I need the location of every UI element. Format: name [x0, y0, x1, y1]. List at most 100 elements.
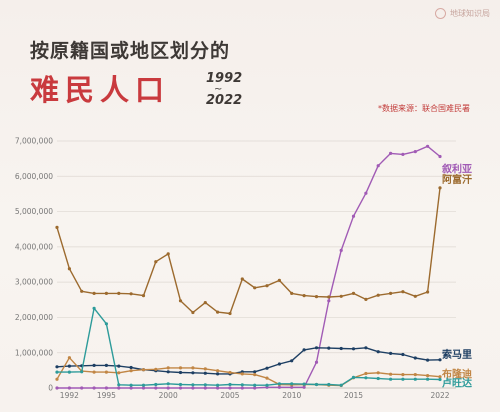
data-point	[364, 376, 368, 380]
data-point	[129, 369, 133, 373]
y-tick-label: 5,000,000	[15, 207, 53, 216]
data-point	[265, 383, 269, 387]
data-point	[80, 370, 84, 374]
data-point	[117, 371, 121, 375]
data-point	[104, 363, 108, 367]
x-tick-label: 1992	[60, 391, 79, 400]
y-tick-label: 4,000,000	[15, 242, 53, 251]
data-point	[339, 383, 343, 387]
data-point	[203, 383, 207, 387]
data-point	[339, 346, 343, 351]
data-point	[253, 373, 257, 377]
data-point	[67, 356, 71, 360]
data-point	[92, 291, 96, 295]
y-tick-label: 7,000,000	[15, 137, 53, 146]
data-point	[413, 377, 417, 381]
series-line	[57, 307, 441, 386]
data-point	[351, 347, 356, 351]
data-point	[290, 382, 294, 386]
data-point	[426, 358, 430, 362]
data-point	[265, 366, 269, 370]
data-point	[92, 363, 96, 367]
data-point	[80, 289, 84, 293]
data-point	[339, 294, 343, 298]
data-point	[426, 374, 430, 378]
data-point	[438, 375, 442, 379]
data-point	[401, 377, 405, 381]
data-point	[55, 365, 59, 369]
data-point	[67, 386, 71, 390]
chart-title-line1: 按原籍国或地区划分的	[30, 40, 231, 62]
data-point	[216, 383, 220, 387]
series-line	[56, 357, 441, 387]
data-point	[228, 311, 232, 316]
data-point	[154, 260, 158, 264]
data-point	[253, 383, 257, 387]
series-label: 卢旺达	[442, 377, 472, 390]
data-point	[438, 186, 442, 190]
data-point	[216, 369, 220, 373]
data-point	[253, 370, 257, 374]
data-point	[240, 383, 244, 387]
data-point	[104, 386, 108, 390]
data-point	[117, 364, 121, 368]
data-point	[302, 348, 306, 352]
data-point	[401, 290, 405, 294]
data-point	[413, 356, 417, 360]
data-point	[413, 294, 417, 298]
data-point	[228, 382, 232, 387]
data-point	[389, 351, 393, 355]
data-point	[67, 267, 71, 271]
data-point	[290, 385, 294, 389]
data-point	[314, 360, 319, 364]
data-point	[191, 371, 195, 375]
data-point	[438, 377, 442, 382]
x-tick-label: 2000	[159, 391, 178, 400]
data-point	[277, 362, 281, 366]
series-line	[57, 145, 441, 389]
brand-logo-icon	[435, 8, 446, 19]
data-point	[216, 310, 220, 314]
data-point	[178, 370, 183, 375]
data-point	[154, 386, 158, 390]
data-point	[277, 278, 281, 282]
title-year-end: 2022	[206, 93, 243, 108]
data-point	[351, 291, 356, 295]
data-point	[327, 346, 331, 350]
data-point	[178, 366, 183, 370]
data-point	[166, 252, 170, 256]
data-point	[438, 358, 442, 362]
data-point	[364, 191, 368, 195]
data-point	[55, 225, 59, 229]
series-label: 布隆迪	[442, 368, 472, 381]
data-point	[55, 377, 59, 381]
data-point	[104, 322, 108, 326]
data-point	[203, 371, 207, 375]
data-point	[228, 370, 232, 375]
data-point	[389, 377, 393, 381]
data-point	[178, 299, 183, 303]
y-tick-label: 0	[48, 384, 53, 393]
data-point	[104, 370, 108, 374]
title-year-separator: ~	[214, 84, 223, 95]
data-point	[364, 346, 368, 350]
data-point	[351, 214, 356, 218]
data-point	[389, 291, 393, 295]
data-point	[117, 291, 121, 295]
data-point	[129, 365, 133, 370]
data-point	[438, 154, 442, 159]
data-point	[413, 373, 417, 377]
data-point	[277, 382, 281, 386]
data-point	[141, 383, 146, 387]
data-point	[426, 144, 430, 148]
data-point	[117, 386, 121, 390]
data-point	[401, 152, 405, 156]
data-point	[389, 372, 393, 376]
y-tick-label: 6,000,000	[15, 172, 53, 181]
series-line	[56, 187, 441, 315]
data-point	[314, 382, 319, 387]
data-point	[166, 382, 170, 386]
